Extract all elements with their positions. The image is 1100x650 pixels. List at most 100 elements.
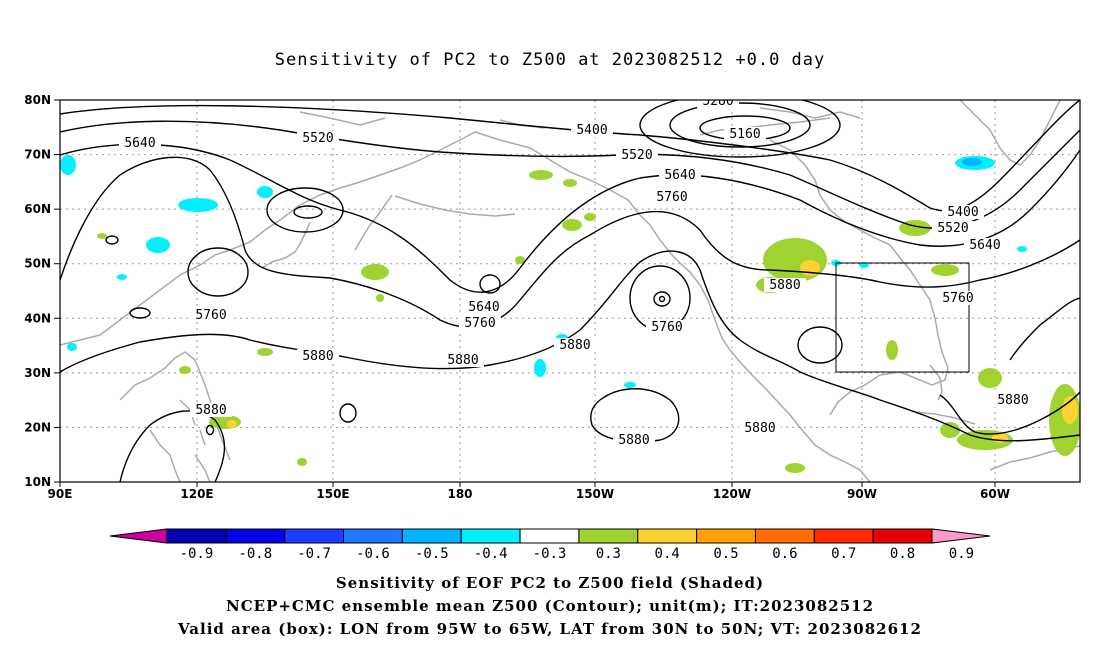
colorbar-segment bbox=[166, 528, 227, 544]
caption-valid-area: Valid area (box): LON from 95W to 65W, L… bbox=[178, 620, 922, 638]
lon-tick-label: 180 bbox=[447, 487, 472, 501]
contour-label-5400-north: 5400 bbox=[571, 123, 613, 138]
svg-text:5640: 5640 bbox=[468, 300, 499, 315]
shade-positive-patch bbox=[562, 219, 582, 231]
colorbar-label: 0.5 bbox=[713, 546, 738, 562]
shade-positive-patch bbox=[257, 348, 273, 356]
shade-positive-patch bbox=[179, 366, 191, 374]
figure-title: Sensitivity of PC2 to Z500 at 2023082512… bbox=[274, 50, 826, 70]
svg-text:5880: 5880 bbox=[559, 338, 590, 353]
shade-positive-patch bbox=[1062, 396, 1078, 424]
contour-label-5160: 5160 bbox=[724, 127, 766, 142]
contour-label-5760-east: 5760 bbox=[937, 291, 979, 306]
contour-label-5760-pacific: 5760 bbox=[459, 316, 501, 331]
colorbar-low-end bbox=[109, 528, 168, 544]
shade-positive-patch bbox=[563, 179, 577, 187]
valid-area-box bbox=[835, 262, 970, 373]
lon-tick-label: 90W bbox=[847, 487, 877, 501]
contour-label-5640-west: 5640 bbox=[119, 136, 161, 151]
shade-positive-patch bbox=[931, 264, 959, 276]
shade-positive-patch bbox=[785, 463, 805, 473]
svg-text:5640: 5640 bbox=[969, 238, 1000, 253]
svg-text:5280: 5280 bbox=[702, 94, 733, 109]
shade-negative-patch bbox=[178, 198, 218, 212]
shade-positive-patch bbox=[584, 213, 596, 221]
z500-contours bbox=[60, 100, 1080, 482]
colorbar-label: -0.8 bbox=[238, 546, 272, 562]
contour-label-5880-west: 5880 bbox=[297, 349, 339, 364]
lat-tick-label: 30N bbox=[24, 366, 51, 380]
shade-negative-patch bbox=[1017, 246, 1027, 252]
shade-positive-patch bbox=[940, 422, 960, 438]
colorbar-segment bbox=[813, 528, 874, 544]
contour-label-5880-us: 5880 bbox=[764, 278, 806, 293]
colorbar-segment bbox=[460, 528, 521, 544]
contour-label-5640-east: 5640 bbox=[964, 238, 1006, 253]
lat-tick-label: 80N bbox=[24, 93, 51, 107]
lat-tick-label: 70N bbox=[24, 148, 51, 162]
colorbar-segment bbox=[637, 528, 698, 544]
svg-text:5880: 5880 bbox=[997, 393, 1028, 408]
colorbar-label: 0.7 bbox=[831, 546, 856, 562]
svg-text:5640: 5640 bbox=[124, 136, 155, 151]
shade-positive-patch bbox=[886, 340, 898, 360]
lat-tick-label: 50N bbox=[24, 257, 51, 271]
shade-positive-patch bbox=[763, 238, 827, 282]
shade-positive-patch bbox=[515, 256, 525, 264]
colorbar-label: 0.6 bbox=[772, 546, 797, 562]
colorbar-segment bbox=[284, 528, 345, 544]
colorbar-segment bbox=[401, 528, 462, 544]
svg-text:5880: 5880 bbox=[447, 353, 478, 368]
longitude-axis: 90E 120E 150E 180 150W 120W 90W 60W bbox=[48, 482, 1010, 501]
svg-text:5880: 5880 bbox=[744, 421, 775, 436]
colorbar-label: -0.5 bbox=[415, 546, 449, 562]
contour-label-5520-east: 5520 bbox=[932, 221, 974, 236]
colorbar-high-end bbox=[931, 528, 991, 544]
colorbar-segment bbox=[578, 528, 639, 544]
colorbar-segment bbox=[343, 528, 403, 544]
contour-label-5880-mexico: 5880 bbox=[739, 421, 781, 436]
svg-text:5520: 5520 bbox=[621, 148, 652, 163]
svg-text:5880: 5880 bbox=[769, 278, 800, 293]
colorbar-segment bbox=[225, 528, 286, 544]
colorbar-label: 0.4 bbox=[655, 546, 680, 562]
colorbar-segment bbox=[872, 528, 933, 544]
contour-label-5880-asia: 5880 bbox=[190, 403, 232, 418]
contour-labels: 5280516054005520564055205640576054005520… bbox=[119, 94, 1034, 448]
shade-positive-patch bbox=[978, 368, 1002, 388]
colorbar-segment bbox=[754, 528, 815, 544]
lat-tick-label: 10N bbox=[24, 475, 51, 489]
lon-tick-label: 150W bbox=[576, 487, 614, 501]
svg-text:5640: 5640 bbox=[664, 168, 695, 183]
colorbar-label: 0.8 bbox=[890, 546, 915, 562]
contour-label-5760-central: 5760 bbox=[651, 190, 693, 205]
shade-positive-patch bbox=[97, 233, 107, 239]
latitude-axis: 80N 70N 60N 50N 40N 30N 20N 10N bbox=[24, 93, 60, 489]
colorbar-label: 0.9 bbox=[949, 546, 974, 562]
svg-text:5160: 5160 bbox=[729, 127, 760, 142]
contour-label-5640-central: 5640 bbox=[659, 168, 701, 183]
svg-text:5760: 5760 bbox=[651, 320, 682, 335]
contour-label-5400-east: 5400 bbox=[942, 205, 984, 220]
svg-text:5880: 5880 bbox=[195, 403, 226, 418]
lat-tick-label: 20N bbox=[24, 420, 51, 434]
contour-label-5880-south: 5880 bbox=[613, 433, 655, 448]
contour-label-5520-central: 5520 bbox=[616, 148, 658, 163]
svg-text:5760: 5760 bbox=[464, 316, 495, 331]
colorbar-label: -0.7 bbox=[297, 546, 331, 562]
shade-negative-patch bbox=[257, 186, 273, 198]
contour-label-5880-hawaii: 5880 bbox=[554, 338, 596, 353]
svg-text:5400: 5400 bbox=[576, 123, 607, 138]
colorbar-label: 0.3 bbox=[596, 546, 621, 562]
shade-negative-patch bbox=[67, 343, 77, 351]
caption-shading: Sensitivity of EOF PC2 to Z500 field (Sh… bbox=[335, 574, 765, 592]
lon-tick-label: 150E bbox=[316, 487, 349, 501]
lon-tick-label: 120W bbox=[713, 487, 751, 501]
svg-text:5880: 5880 bbox=[302, 349, 333, 364]
contour-label-5880-pacific: 5880 bbox=[442, 353, 484, 368]
shade-positive-patch bbox=[227, 420, 237, 428]
shade-negative-patch bbox=[60, 155, 76, 175]
shade-positive-patch bbox=[361, 264, 389, 280]
shade-positive-patch bbox=[297, 458, 307, 466]
